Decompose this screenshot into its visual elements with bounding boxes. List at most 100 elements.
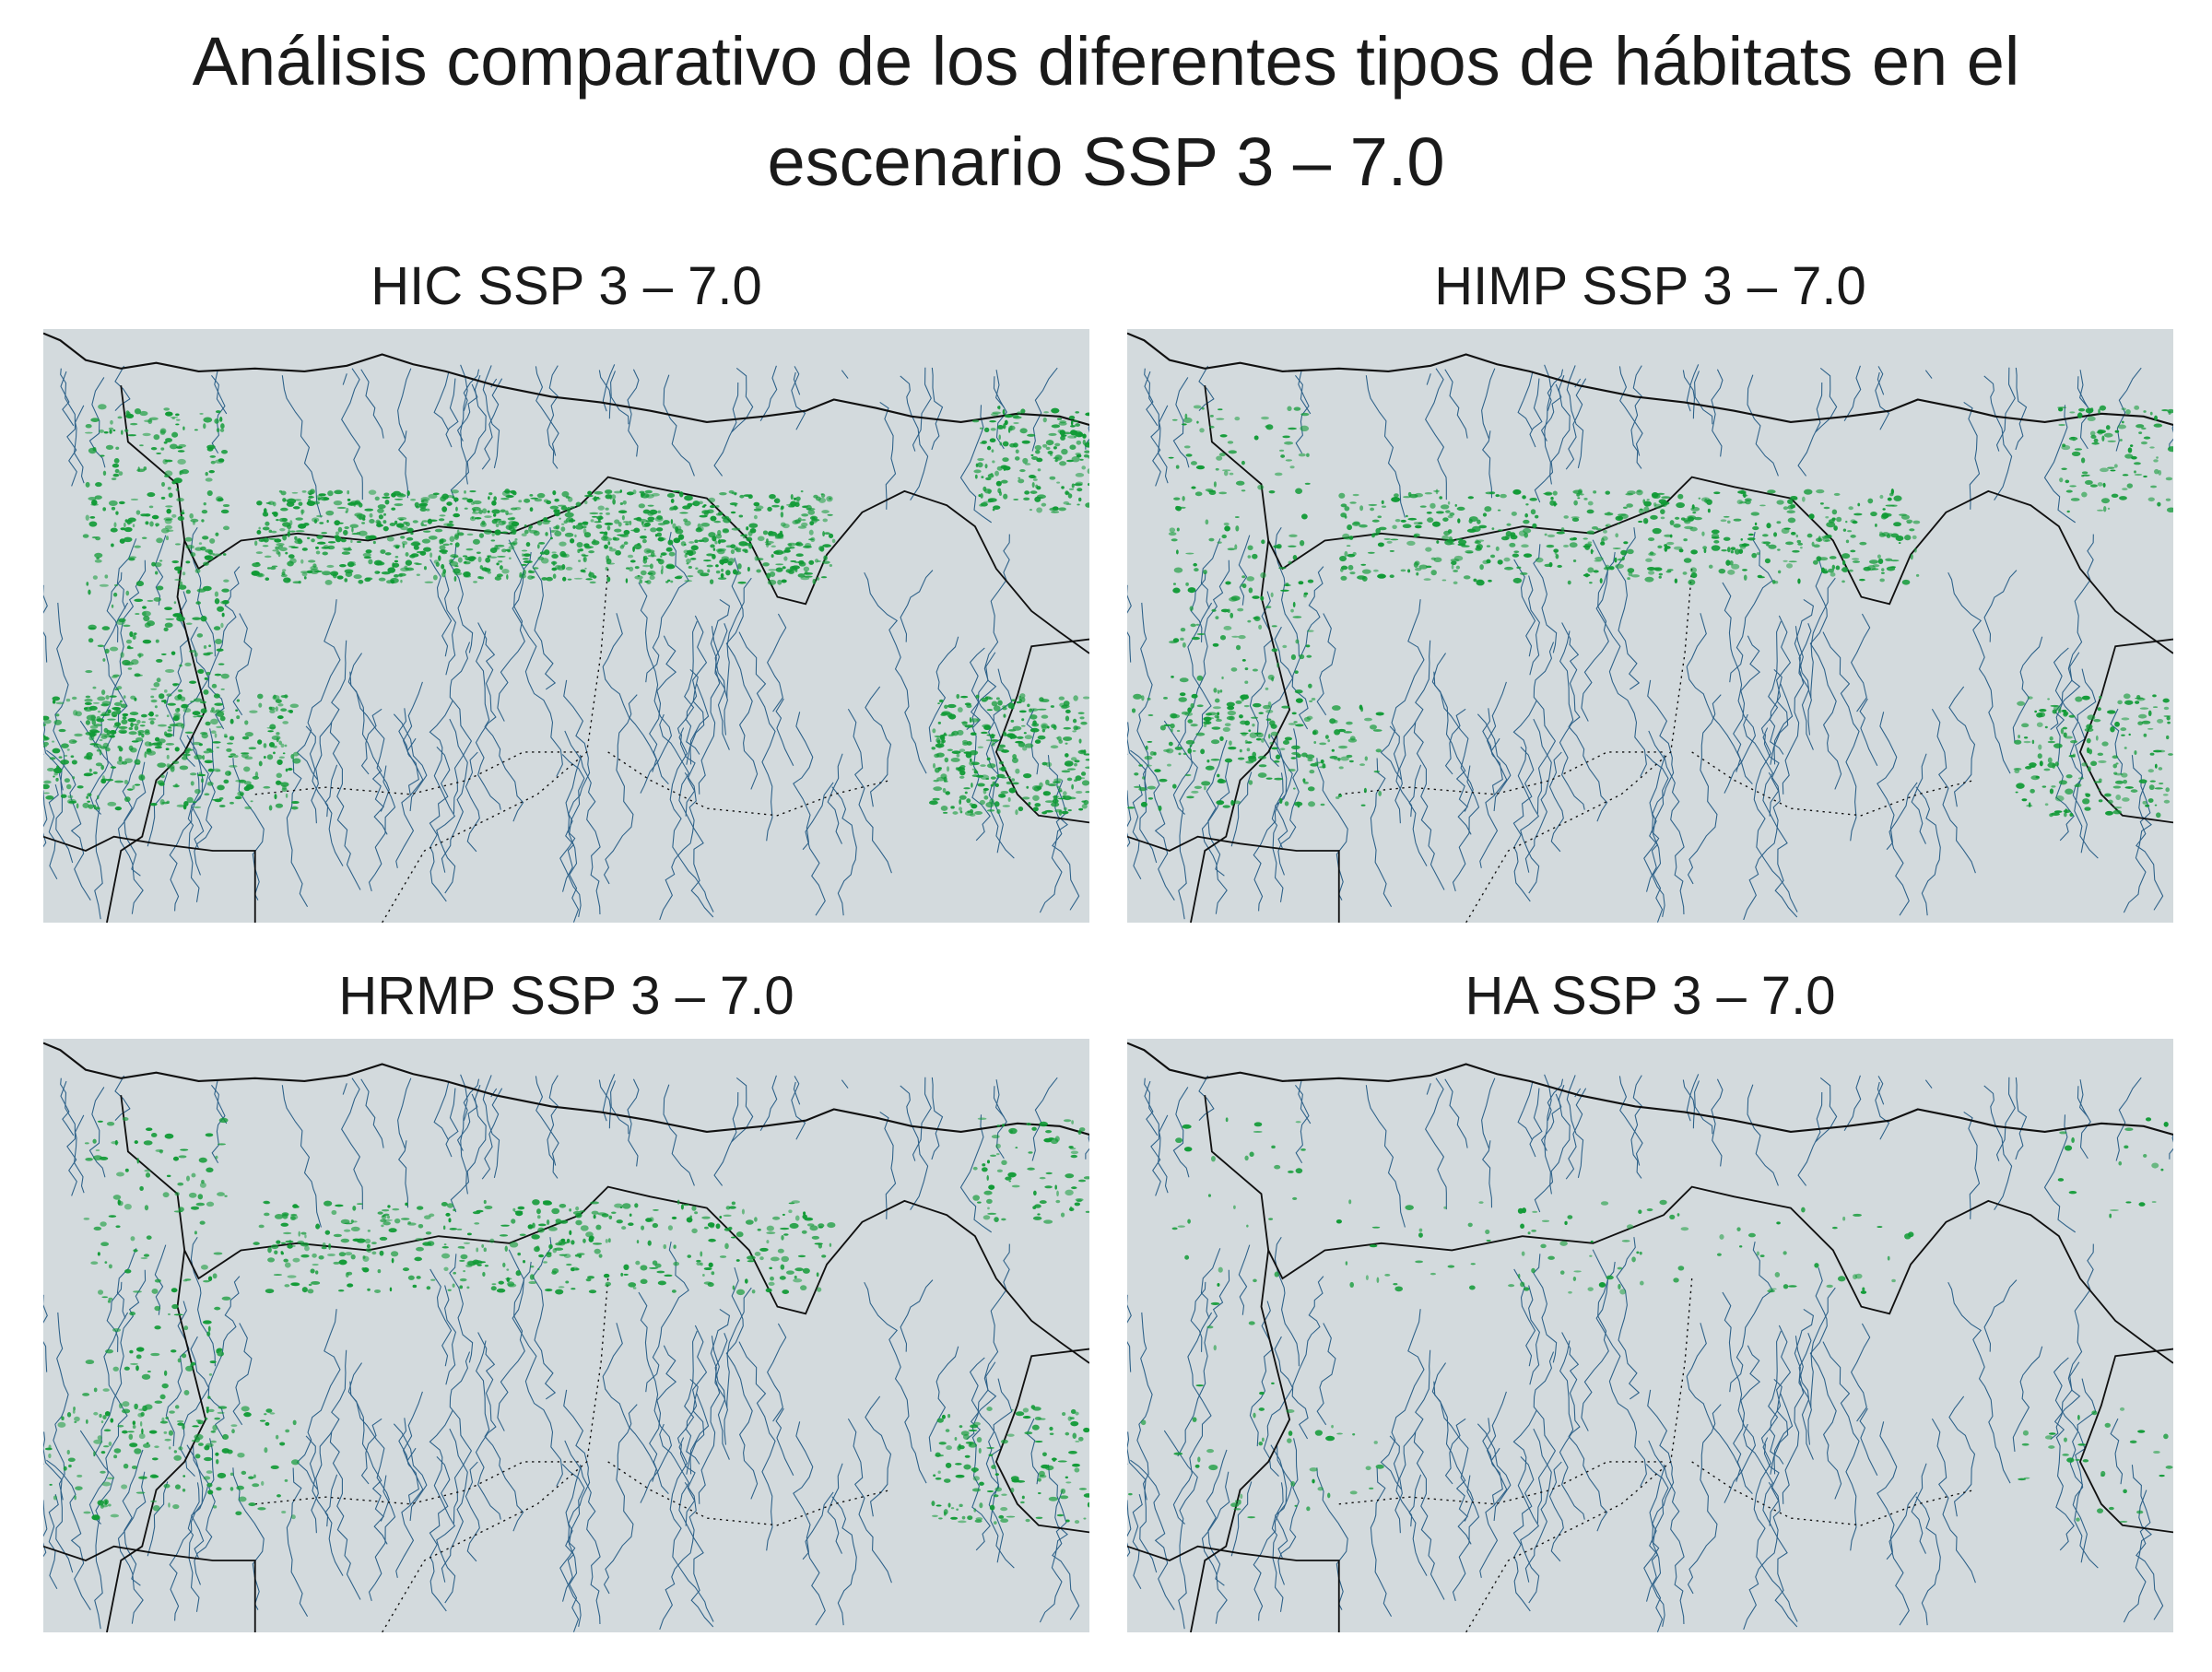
habitat-patch: [555, 1219, 561, 1223]
habitat-patch: [1144, 756, 1153, 760]
habitat-patch: [113, 522, 117, 528]
habitat-patch: [2152, 749, 2162, 753]
habitat-patch: [1177, 1225, 1185, 1228]
habitat-patch: [800, 576, 810, 581]
habitat-patch: [216, 410, 221, 414]
habitat-patch: [649, 575, 655, 581]
habitat-patch: [1750, 512, 1760, 516]
habitat-patch: [994, 1217, 999, 1223]
habitat-patch: [1767, 1289, 1775, 1293]
habitat-patch: [119, 700, 123, 703]
habitat-patch: [168, 1430, 174, 1436]
habitat-patch: [1010, 1487, 1015, 1493]
habitat-patch: [709, 579, 714, 584]
habitat-patch: [998, 434, 1001, 441]
habitat-patch: [1601, 536, 1608, 541]
habitat-patch: [1171, 418, 1178, 421]
habitat-patch: [1186, 795, 1194, 799]
habitat-patch: [175, 722, 183, 727]
habitat-patch: [797, 517, 802, 523]
habitat-patch: [805, 543, 812, 548]
habitat-patch: [1531, 1229, 1537, 1232]
habitat-patch: [74, 1421, 77, 1423]
habitat-patch: [2112, 806, 2123, 809]
habitat-patch: [1070, 1154, 1077, 1159]
habitat-patch: [1587, 500, 1594, 506]
habitat-patch: [345, 571, 353, 578]
habitat-patch: [515, 1270, 522, 1277]
habitat-patch: [759, 1247, 769, 1252]
habitat-patch: [138, 733, 143, 736]
habitat-patch: [1175, 1137, 1183, 1144]
habitat-patch: [76, 803, 79, 809]
habitat-patch: [1235, 644, 1241, 651]
habitat-patch: [782, 1213, 785, 1216]
habitat-patch: [1626, 503, 1633, 508]
habitat-patch: [731, 527, 741, 531]
habitat-patch: [400, 579, 403, 583]
habitat-patch: [1505, 531, 1512, 537]
habitat-patch: [1013, 421, 1019, 425]
habitat-patch: [1021, 718, 1025, 722]
habitat-patch: [185, 748, 194, 751]
habitat-patch: [2136, 694, 2141, 700]
habitat-patch: [2068, 714, 2076, 718]
habitat-patch: [1478, 1201, 1484, 1204]
habitat-patch: [1525, 503, 1529, 506]
habitat-patch: [945, 1429, 950, 1432]
habitat-patch: [321, 1246, 327, 1250]
habitat-patch: [683, 549, 689, 554]
habitat-patch: [262, 512, 269, 517]
habitat-patch: [2049, 736, 2053, 741]
habitat-patch: [1159, 724, 1166, 731]
habitat-patch: [1394, 493, 1399, 498]
habitat-patch: [479, 522, 487, 527]
habitat-patch: [974, 474, 978, 479]
habitat-patch: [1180, 627, 1186, 632]
habitat-patch: [779, 530, 783, 536]
habitat-patch: [205, 1442, 214, 1448]
habitat-patch: [573, 577, 582, 580]
habitat-patch: [1584, 543, 1593, 548]
habitat-patch: [808, 529, 814, 536]
habitat-patch: [201, 519, 205, 523]
habitat-patch: [1061, 704, 1068, 710]
habitat-patch: [2062, 726, 2068, 730]
habitat-patch: [290, 1213, 298, 1217]
habitat-patch: [1213, 688, 1218, 693]
habitat-patch: [43, 745, 48, 748]
habitat-patch: [1521, 544, 1529, 548]
habitat-patch: [1075, 790, 1083, 795]
habitat-patch: [141, 536, 147, 539]
habitat-patch: [1075, 1198, 1084, 1202]
habitat-patch: [133, 1249, 138, 1253]
habitat-patch: [483, 529, 492, 535]
habitat-patch: [599, 531, 606, 535]
habitat-patch: [373, 559, 383, 566]
habitat-patch: [298, 523, 307, 529]
habitat-patch: [474, 517, 482, 520]
habitat-patch: [2036, 722, 2043, 727]
habitat-patch: [1583, 537, 1588, 540]
habitat-patch: [1189, 606, 1194, 611]
habitat-patch: [134, 1140, 138, 1145]
habitat-patch: [1296, 753, 1301, 759]
habitat-patch: [582, 521, 589, 525]
habitat-patch: [1739, 545, 1747, 549]
habitat-patch: [497, 555, 506, 558]
habitat-patch: [116, 1172, 124, 1177]
habitat-patch: [1729, 560, 1734, 566]
habitat-patch: [1433, 557, 1442, 563]
habitat-patch: [1416, 571, 1419, 576]
habitat-patch: [1802, 496, 1806, 502]
habitat-patch: [536, 492, 546, 499]
habitat-patch: [453, 575, 457, 582]
habitat-patch: [259, 1419, 266, 1422]
habitat-patch: [1591, 550, 1594, 552]
habitat-patch: [531, 1234, 540, 1240]
habitat-patch: [48, 1444, 52, 1450]
habitat-patch: [998, 760, 1005, 765]
habitat-patch: [635, 1260, 641, 1266]
habitat-patch: [2071, 1136, 2075, 1144]
habitat-patch: [95, 762, 103, 767]
